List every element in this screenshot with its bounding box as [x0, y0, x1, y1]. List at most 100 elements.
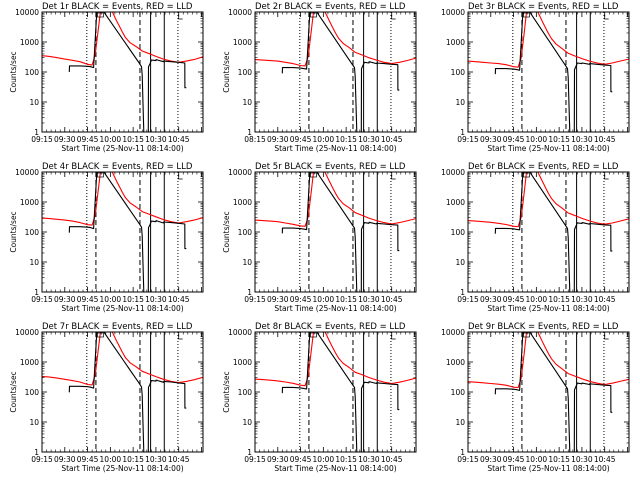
x-tick-label: 10:45	[168, 295, 190, 304]
y-tick-label: 10	[455, 258, 465, 267]
x-tick-label: 10:30	[358, 455, 380, 464]
x-tick-label: 10:00	[526, 295, 548, 304]
x-tick-label: 09:30	[267, 455, 289, 464]
x-tick-label: 09:45	[77, 455, 99, 464]
y-tick-label: 1	[460, 288, 465, 297]
x-tick-label: 10:00	[313, 295, 335, 304]
attenuator-marker	[391, 14, 396, 20]
x-tick-label: 10:00	[100, 135, 122, 144]
panel-title: Det 6r BLACK = Events, RED = LLD	[468, 162, 619, 172]
plot-frame	[41, 171, 204, 293]
saturation-marker	[310, 12, 317, 18]
y-tick-label: 100	[451, 388, 466, 397]
panel-data	[42, 332, 203, 452]
x-tick-label: 10:45	[381, 455, 403, 464]
panel-title: Det 1r BLACK = Events, RED = LLD	[42, 2, 193, 12]
events-series-line	[494, 12, 613, 132]
x-tick-label: 10:30	[145, 455, 167, 464]
y-tick-label: 10000	[228, 168, 252, 177]
detector-panel: Det 1r BLACK = Events, RED = LLD 1 10 100 10…	[9, 2, 204, 153]
y-tick-label: 10	[29, 418, 39, 427]
x-axis-label: Start Time (25-Nov-11 08:14:00)	[274, 304, 396, 313]
detector-panel: Det 8r BLACK = Events, RED = LLD 1 10 100 10…	[222, 322, 417, 473]
x-tick-label: 10:15	[548, 135, 570, 144]
panel-data	[42, 12, 203, 132]
panel-data	[42, 172, 203, 292]
x-tick-label: 09:45	[77, 135, 99, 144]
plot-frame	[467, 171, 630, 293]
events-series-line	[494, 172, 613, 292]
plot-frame	[41, 331, 204, 453]
x-tick-label: 10:45	[381, 295, 403, 304]
x-tick-label: 10:45	[381, 135, 403, 144]
x-tick-label: 10:30	[571, 295, 593, 304]
x-tick-label: 09:30	[54, 135, 76, 144]
y-tick-label: 10	[242, 418, 252, 427]
attenuator-marker	[391, 334, 396, 340]
y-tick-label: 1000	[446, 358, 465, 367]
attenuator-marker	[178, 174, 183, 180]
x-tick-label: 10:15	[335, 295, 357, 304]
plot-frame	[254, 171, 417, 293]
x-tick-label: 09:45	[503, 295, 525, 304]
x-tick-label: 09:45	[503, 455, 525, 464]
x-tick-label: 09:15	[457, 455, 479, 464]
lld-series-line	[468, 12, 629, 68]
saturation-marker	[523, 12, 530, 18]
x-tick-label: 10:45	[594, 135, 616, 144]
y-tick-label: 10000	[441, 328, 465, 337]
x-tick-label: 09:45	[290, 295, 312, 304]
y-tick-label: 100	[25, 228, 40, 237]
x-tick-label: 10:45	[168, 135, 190, 144]
y-axis-label: Counts/sec	[222, 371, 231, 412]
panel-data	[468, 332, 629, 452]
detector-panel: Det 3r BLACK = Events, RED = LLD 1 10 100 10…	[441, 2, 630, 153]
y-tick-label: 10000	[15, 328, 39, 337]
events-series-line	[281, 172, 400, 292]
detector-panel: Det 6r BLACK = Events, RED = LLD 1 10 100 10…	[441, 162, 630, 313]
x-tick-label: 10:00	[313, 455, 335, 464]
y-tick-label: 100	[238, 228, 253, 237]
y-axis-label: Counts/sec	[9, 211, 18, 252]
panel-title: Det 3r BLACK = Events, RED = LLD	[468, 2, 619, 12]
x-tick-label: 09:30	[267, 135, 289, 144]
y-axis-label: Counts/sec	[9, 371, 18, 412]
y-tick-label: 10	[455, 98, 465, 107]
panel-data	[468, 172, 629, 292]
saturation-marker	[310, 332, 317, 338]
x-tick-label: 10:15	[335, 455, 357, 464]
x-axis-label: Start Time (25-Nov-11 08:14:00)	[487, 304, 609, 313]
attenuator-marker	[178, 334, 183, 340]
panel-title: Det 7r BLACK = Events, RED = LLD	[42, 322, 193, 332]
x-axis-label: Start Time (25-Nov-11 08:14:00)	[61, 304, 183, 313]
y-tick-label: 1	[34, 288, 39, 297]
detector-panel: Det 2r BLACK = Events, RED = LLD 1 10 100 10…	[222, 2, 417, 153]
lld-series-line	[468, 332, 629, 389]
x-tick-label: 10:45	[594, 295, 616, 304]
y-axis-label: Counts/sec	[222, 211, 231, 252]
x-tick-label: 09:15	[31, 295, 53, 304]
events-series-line	[281, 332, 400, 452]
plot-frame	[467, 331, 630, 453]
y-tick-label: 1000	[233, 358, 252, 367]
y-tick-label: 1000	[233, 38, 252, 47]
saturation-marker	[523, 332, 530, 338]
y-tick-label: 1000	[20, 198, 39, 207]
panel-data	[255, 172, 416, 292]
x-axis-label: Start Time (25-Nov-11 08:14:00)	[61, 464, 183, 473]
plot-frame	[41, 11, 204, 133]
x-tick-label: 10:00	[100, 295, 122, 304]
events-series-line	[281, 12, 400, 132]
attenuator-marker	[178, 14, 183, 20]
x-tick-label: 09:30	[54, 455, 76, 464]
panel-title: Det 2r BLACK = Events, RED = LLD	[255, 2, 406, 12]
x-tick-label: 09:15	[457, 135, 479, 144]
x-tick-label: 10:15	[548, 295, 570, 304]
attenuator-marker	[604, 334, 609, 340]
panel-title: Det 8r BLACK = Events, RED = LLD	[255, 322, 406, 332]
x-tick-label: 10:15	[335, 135, 357, 144]
events-series-line	[68, 12, 187, 132]
x-tick-label: 09:45	[290, 135, 312, 144]
events-series-line	[68, 172, 187, 292]
